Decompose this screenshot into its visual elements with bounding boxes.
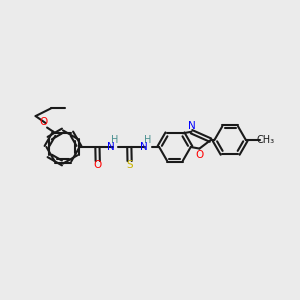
Text: S: S — [126, 160, 133, 170]
Text: N: N — [107, 142, 115, 152]
Text: H: H — [111, 135, 118, 146]
Text: CH₃: CH₃ — [257, 135, 275, 145]
Text: O: O — [39, 117, 48, 128]
Text: O: O — [195, 150, 204, 160]
Text: H: H — [143, 135, 151, 146]
Text: N: N — [140, 142, 148, 152]
Text: O: O — [93, 160, 101, 170]
Text: N: N — [188, 121, 195, 131]
